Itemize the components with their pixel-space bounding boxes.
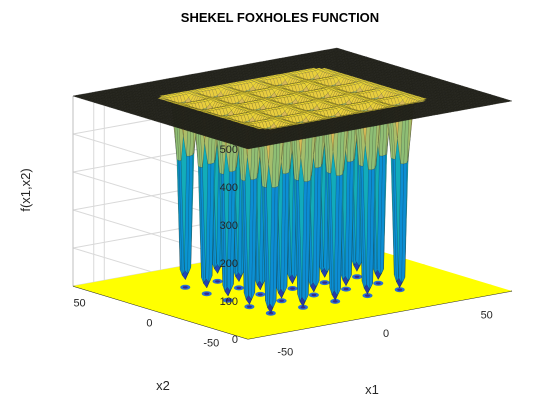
foxhole-contour-core: [247, 305, 252, 308]
foxhole-contour-core: [236, 286, 242, 290]
foxhole-contour-core: [354, 275, 360, 278]
foxhole-contour-core: [365, 294, 370, 297]
foxhole-contour-core: [290, 287, 295, 290]
foxhole-contour-core: [343, 287, 349, 291]
foxhole-contour-core: [332, 300, 338, 303]
chart-title: SHEKEL FOXHOLES FUNCTION: [180, 10, 380, 25]
foxhole-contour-core: [268, 312, 274, 315]
foxhole-contour-core: [257, 293, 263, 296]
foxhole-contour-core: [397, 288, 403, 291]
foxhole-contour-core: [375, 282, 381, 285]
foxhole-contour-core: [322, 281, 328, 284]
foxhole-contour-core: [182, 286, 188, 289]
foxhole-contour-core: [279, 299, 284, 302]
surface-mesh: [72, 47, 513, 314]
foxhole-contour-core: [300, 306, 306, 309]
foxhole-contour-core: [225, 299, 231, 302]
foxhole-contour-core: [215, 280, 220, 283]
foxhole-contour-core: [311, 293, 317, 297]
foxhole-contour-core: [204, 292, 210, 295]
